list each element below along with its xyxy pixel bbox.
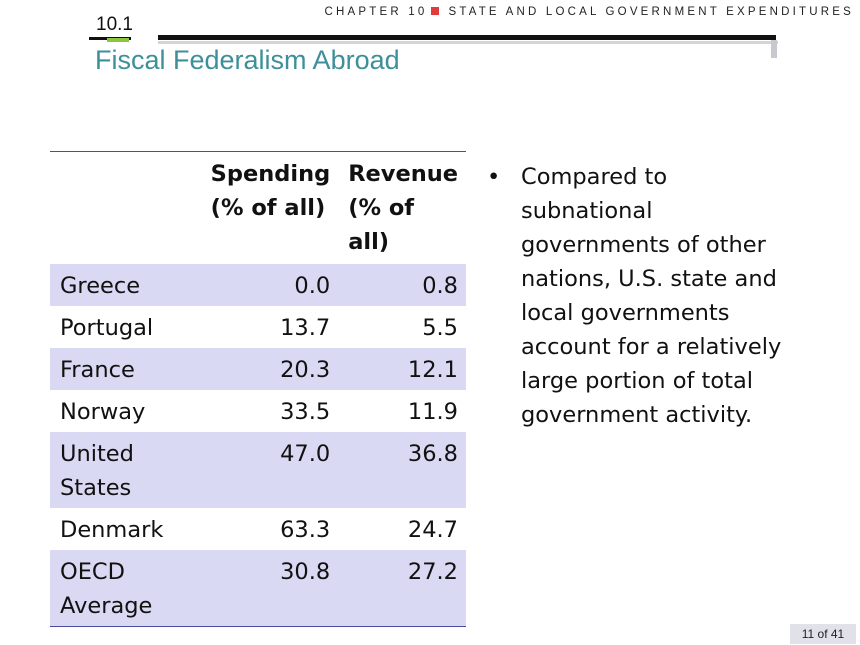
cell-spending: 13.7: [280, 315, 331, 341]
chapter-label: CHAPTER 10: [324, 6, 428, 18]
cell-revenue: 36.8: [407, 441, 458, 467]
column-header-spending: Spending (% of all): [210, 161, 331, 221]
page-number-badge: 11 of 41: [790, 624, 856, 644]
header-rule-shadow: [158, 41, 778, 44]
section-number-accent: [107, 38, 129, 42]
cell-spending: 0.0: [294, 273, 331, 299]
cell-spending: 30.8: [280, 559, 331, 585]
table-row: OECD Average 30.8 27.2: [50, 550, 466, 627]
cell-revenue: 0.8: [422, 273, 458, 299]
table-row: Norway 33.5 11.9: [50, 390, 466, 432]
bullet-list: • Compared to subnational governments of…: [485, 160, 805, 432]
table-row: Greece 0.0 0.8: [50, 264, 466, 306]
chapter-separator-square-icon: [431, 7, 440, 15]
table-row: France 20.3 12.1: [50, 348, 466, 390]
cell-spending: 47.0: [280, 441, 331, 467]
bullet-text: Compared to subnational governments of o…: [521, 164, 782, 428]
cell-country: Greece: [60, 273, 141, 299]
table-body: Greece 0.0 0.8 Portugal 13.7 5.5 France …: [50, 264, 466, 627]
table-row: United States 47.0 36.8: [50, 432, 466, 508]
cell-country: United States: [60, 441, 134, 501]
table-row: Portugal 13.7 5.5: [50, 306, 466, 348]
section-number: 10.1: [96, 14, 133, 35]
column-header-revenue: Revenue (% of all): [348, 161, 458, 255]
header-rule: [158, 35, 776, 40]
chapter-header: CHAPTER 10 STATE AND LOCAL GOVERNMENT EXP…: [325, 6, 854, 18]
chapter-title: STATE AND LOCAL GOVERNMENT EXPENDITURES: [448, 6, 854, 18]
cell-country: France: [60, 357, 135, 383]
cell-country: Portugal: [60, 315, 154, 341]
cell-spending: 63.3: [280, 517, 331, 543]
table-row: Denmark 63.3 24.7: [50, 508, 466, 550]
table-header-row: Spending (% of all) Revenue (% of all): [50, 152, 466, 265]
column-header-country: [50, 152, 201, 265]
fiscal-federalism-table: Spending (% of all) Revenue (% of all) G…: [50, 151, 466, 627]
table-header: Spending (% of all) Revenue (% of all): [50, 152, 466, 265]
cell-revenue: 5.5: [422, 315, 458, 341]
cell-revenue: 11.9: [407, 399, 458, 425]
cell-revenue: 27.2: [407, 559, 458, 585]
cell-revenue: 24.7: [407, 517, 458, 543]
cell-country: OECD Average: [60, 559, 153, 619]
header-rule-tail: [771, 40, 777, 58]
bullet-icon: •: [487, 164, 501, 190]
cell-revenue: 12.1: [407, 357, 458, 383]
slide-title: Fiscal Federalism Abroad: [95, 45, 400, 75]
cell-country: Denmark: [60, 517, 164, 543]
cell-spending: 20.3: [280, 357, 331, 383]
bullet-item: • Compared to subnational governments of…: [485, 160, 805, 432]
cell-spending: 33.5: [280, 399, 331, 425]
cell-country: Norway: [60, 399, 146, 425]
